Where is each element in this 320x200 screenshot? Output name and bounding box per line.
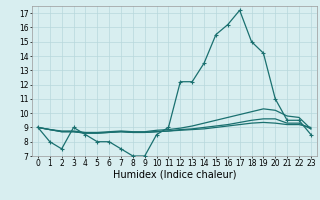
X-axis label: Humidex (Indice chaleur): Humidex (Indice chaleur) xyxy=(113,170,236,180)
